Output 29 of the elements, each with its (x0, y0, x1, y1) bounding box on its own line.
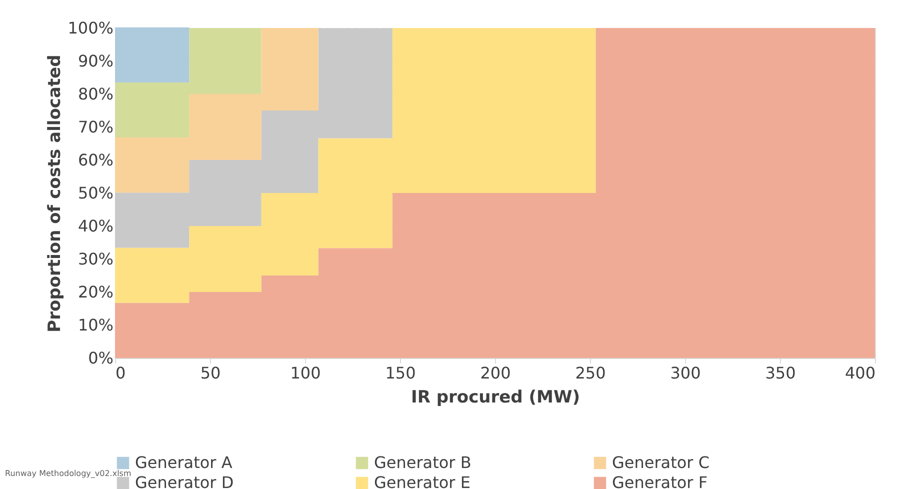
x-tick-label: 100 (290, 364, 321, 382)
text: Runway Methodology_v02.xlsm (5, 469, 132, 478)
x-axis-title: IR procured (MW) (411, 388, 580, 408)
x-tick-label: 50 (200, 364, 221, 382)
legend-label: Generator E (374, 473, 470, 489)
y-tick-label: 20% (78, 282, 114, 302)
legend-label: Generator B (374, 453, 472, 472)
y-tick-label: 10% (78, 316, 114, 334)
x-tick-label: 350 (765, 364, 796, 382)
x-tick-label: 300 (670, 364, 701, 382)
x-tick-label: 400 (844, 364, 876, 382)
y-axis-title: Proportion of costs allocated (44, 54, 65, 332)
y-tick-label: 90% (78, 52, 114, 70)
x-tick-label: 150 (385, 364, 416, 382)
legend-label: Generator A (135, 453, 232, 472)
y-tick-label: 30% (78, 250, 114, 268)
y-tick-label: 70% (78, 118, 114, 136)
y-tick-label: 80% (78, 84, 114, 104)
legend-label: Generator D (135, 473, 234, 489)
y-tick-label: 0% (88, 348, 114, 368)
legend-label: Generator C (612, 453, 710, 472)
legend-label: Generator F (612, 473, 708, 489)
y-tick-label: 40% (78, 216, 114, 236)
y-tick-label: 50% (78, 184, 114, 202)
x-tick-label: 200 (480, 364, 511, 382)
x-tick-label: 250 (575, 364, 606, 382)
y-tick-label: 100% (68, 18, 114, 38)
x-tick-label: 0 (116, 364, 126, 382)
y-tick-label: 60% (78, 150, 114, 170)
